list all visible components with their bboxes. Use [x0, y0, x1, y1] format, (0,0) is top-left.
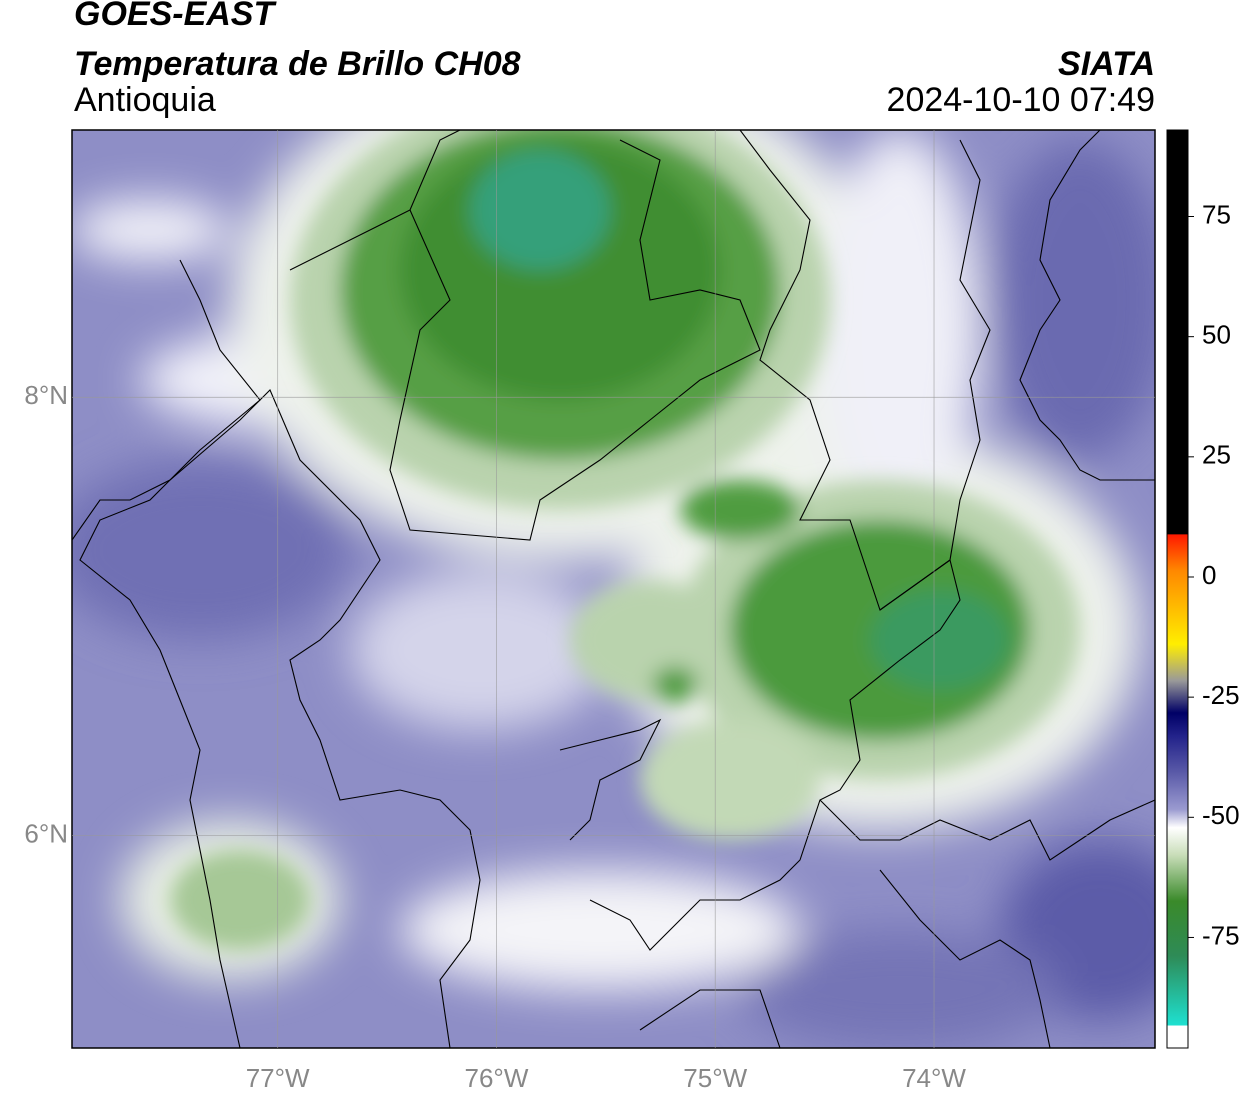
colorbar-tick-label: 75: [1202, 199, 1231, 229]
region: Antioquia: [74, 81, 216, 119]
colorbar-tick-label: -75: [1202, 920, 1240, 950]
lon-tick-label: 75°W: [683, 1063, 747, 1093]
map-frame: [71, 129, 1156, 1049]
lat-tick-label: 6°N: [24, 818, 68, 848]
source: SIATA: [1058, 45, 1155, 83]
colorbar-tick-label: 0: [1202, 560, 1216, 590]
lon-tick-label: 77°W: [246, 1063, 310, 1093]
colorbar: [1166, 129, 1189, 1049]
title: GOES-EAST: [74, 0, 277, 33]
colorbar-tick-label: -25: [1202, 680, 1240, 710]
lon-tick-label: 74°W: [902, 1063, 966, 1093]
satellite-image: [72, 130, 1155, 1048]
colorbar-tick-label: -50: [1202, 800, 1240, 830]
datetime: 2024-10-10 07:49: [887, 81, 1155, 119]
colorbar-tick-label: 25: [1202, 440, 1231, 470]
colorbar-tick-label: 50: [1202, 320, 1231, 350]
lat-tick-label: 8°N: [24, 380, 68, 410]
borders: [72, 130, 1155, 1048]
lon-tick-label: 76°W: [465, 1063, 529, 1093]
subtitle: Temperatura de Brillo CH08: [74, 45, 521, 83]
